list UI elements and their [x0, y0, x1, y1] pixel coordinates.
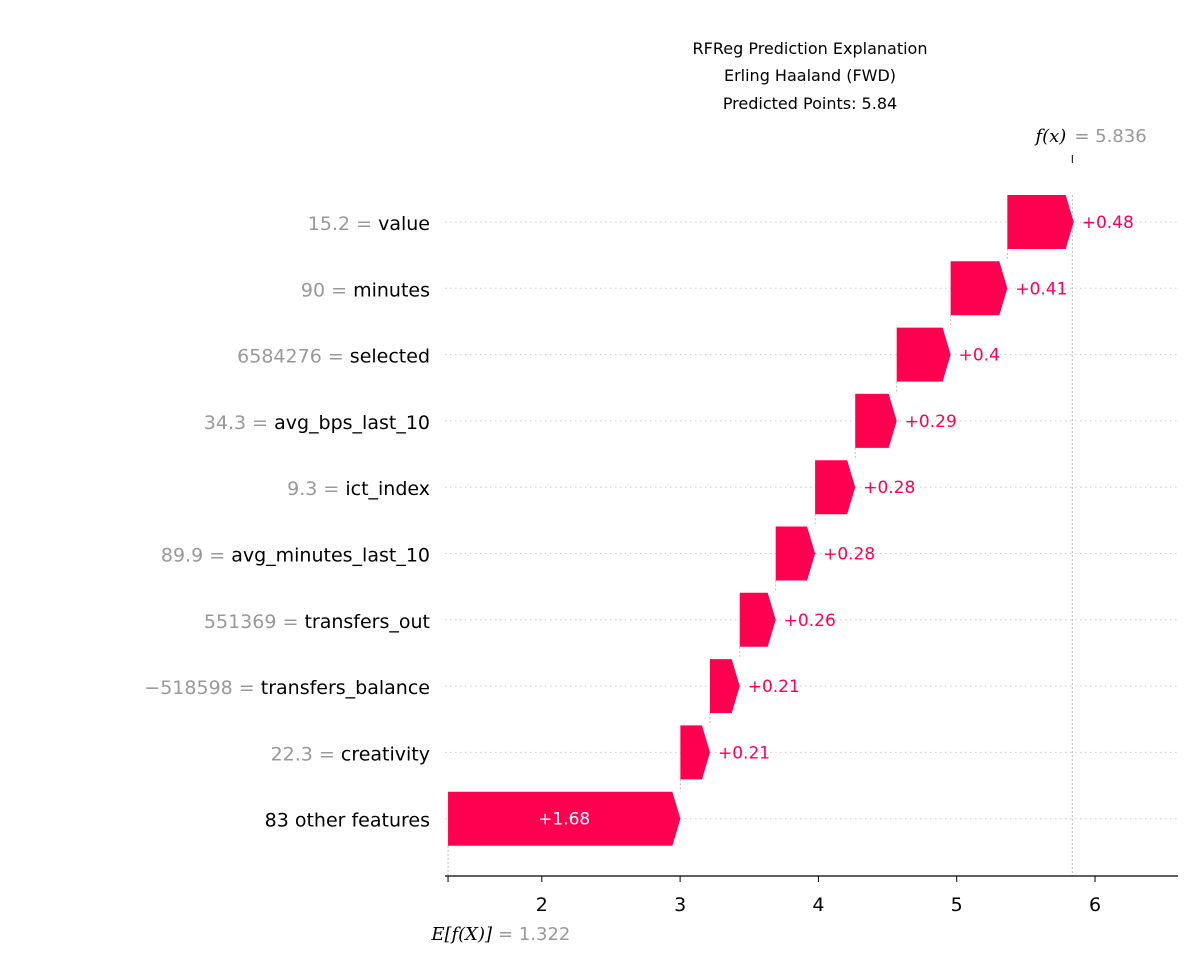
- feature-labels: +0.48 15.2 = value +0.41 90 = minutes +0.4 65…: [144, 213, 1134, 832]
- contribution-bar: [1007, 195, 1074, 249]
- x-axis: 2 3 4 5 6: [445, 155, 1178, 916]
- feature-value: 15.2 =: [308, 213, 378, 235]
- contribution-bar: [448, 791, 681, 846]
- feature-value: 9.3 =: [287, 478, 345, 500]
- contribution-label: +0.28: [823, 545, 875, 565]
- x-tick-label: 5: [951, 894, 963, 916]
- feature-label: 89.9 = avg_minutes_last_10: [161, 545, 430, 567]
- feature-value: 34.3 =: [204, 412, 274, 434]
- contribution-bar: [815, 460, 856, 515]
- contribution-bar: [739, 592, 776, 647]
- feature-name: selected: [350, 346, 430, 368]
- chart-title-line-2: Erling Haaland (FWD): [724, 66, 896, 85]
- x-tick-label: 6: [1089, 894, 1101, 916]
- contribution-bar: [950, 261, 1008, 316]
- feature-label: −518598 = transfers_balance: [144, 677, 430, 699]
- feature-value: 22.3 =: [271, 743, 341, 765]
- contribution-label: +0.4: [959, 346, 1000, 366]
- feature-label: 90 = minutes: [301, 279, 430, 301]
- contribution-bars: [448, 195, 1074, 846]
- feature-name: creativity: [341, 743, 430, 765]
- feature-value: 90 =: [301, 279, 353, 301]
- feature-label: 34.3 = avg_bps_last_10: [204, 412, 430, 434]
- feature-label: 6584276 = selected: [237, 346, 430, 368]
- feature-name: ict_index: [345, 478, 430, 500]
- contribution-bar: [680, 725, 710, 780]
- feature-name: avg_minutes_last_10: [231, 545, 430, 567]
- base-value-number: = 1.322: [498, 924, 570, 945]
- contribution-label: +0.21: [748, 677, 800, 697]
- feature-label: 22.3 = creativity: [271, 743, 430, 765]
- contribution-bar: [709, 659, 740, 714]
- contribution-label: +0.29: [905, 412, 957, 432]
- contribution-label: +1.68: [538, 810, 590, 830]
- bar-connectors: [447, 195, 1073, 876]
- contribution-label: +0.48: [1082, 213, 1134, 233]
- feature-label: 83 other features: [265, 810, 430, 832]
- x-tick-label: 2: [536, 894, 548, 916]
- x-tick-label: 4: [812, 894, 824, 916]
- feature-name: 83 other features: [265, 810, 430, 832]
- contribution-label: +0.41: [1015, 279, 1067, 299]
- feature-name: minutes: [353, 279, 430, 301]
- chart-title-line-3: Predicted Points: 5.84: [723, 94, 897, 113]
- feature-name: transfers_out: [304, 611, 430, 633]
- feature-label: 15.2 = value: [308, 213, 430, 235]
- feature-value: 6584276 =: [237, 346, 350, 368]
- feature-label: 551369 = transfers_out: [204, 611, 430, 633]
- contribution-bar: [855, 393, 897, 448]
- x-tick-label: 3: [674, 894, 686, 916]
- feature-value: 551369 =: [204, 611, 305, 633]
- feature-label: 9.3 = ict_index: [287, 478, 430, 500]
- row-gridlines: [445, 221, 1178, 820]
- feature-name: transfers_balance: [261, 677, 430, 699]
- contribution-bar: [896, 327, 951, 382]
- final-value-annotation: f(x) = 5.836: [1033, 126, 1146, 147]
- chart-title: RFReg Prediction Explanation Erling Haal…: [693, 39, 928, 113]
- feature-value: 89.9 =: [161, 545, 231, 567]
- chart-title-line-1: RFReg Prediction Explanation: [693, 39, 928, 58]
- contribution-label: +0.26: [784, 611, 836, 631]
- contribution-bar: [775, 526, 816, 581]
- base-value-annotation: E[f(X)] = 1.322: [430, 924, 570, 945]
- feature-value: −518598 =: [144, 677, 260, 699]
- feature-name: avg_bps_last_10: [274, 412, 430, 434]
- base-value-label: E[f(X)]: [430, 924, 493, 945]
- contribution-label: +0.21: [718, 743, 770, 763]
- contribution-label: +0.28: [863, 478, 915, 498]
- final-value-number: = 5.836: [1074, 126, 1146, 147]
- feature-name: value: [378, 213, 430, 235]
- final-value-label: f(x): [1033, 126, 1066, 147]
